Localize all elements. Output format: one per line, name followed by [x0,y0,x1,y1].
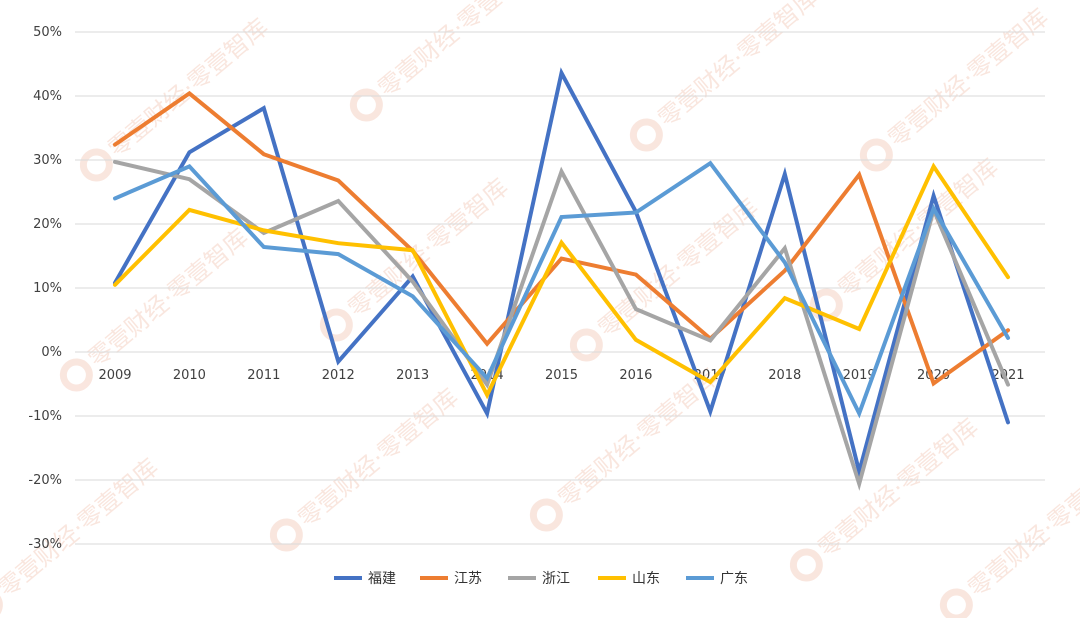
watermark-text: 零壹财经·零壹智库 [653,0,824,133]
legend-label: 浙江 [542,571,570,587]
legend-label: 广东 [720,571,748,587]
logo-mark-icon [569,328,603,362]
watermark-text: 零壹财经·零壹智库 [373,0,544,103]
watermark: 零壹财经·零壹智库 [59,223,254,392]
y-tick-label: 10% [33,281,62,296]
watermark: 零壹财经·零壹智库 [79,13,274,182]
watermark: 零壹财经·零壹智库 [269,383,464,552]
watermark: 零壹财经·零壹智库 [629,0,824,152]
watermark-text: 零壹财经·零壹智库 [293,383,464,533]
watermark: 零壹财经·零壹智库 [349,0,544,122]
series-line [113,162,1010,400]
x-tick-label: 2009 [98,368,131,383]
logo-mark-icon [629,118,663,152]
watermark-text: 零壹财经·零壹智库 [963,453,1080,603]
logo-mark-icon [269,518,303,552]
legend-label: 福建 [368,571,396,587]
x-tick-label: 2011 [247,368,280,383]
logo-mark-icon [59,358,93,392]
x-tick-label: 2015 [545,368,578,383]
y-tick-label: 40% [33,89,62,104]
series-line [113,90,1010,387]
x-tick-label: 2012 [322,368,355,383]
y-tick-label: 20% [33,217,62,232]
watermark-text: 零壹财经·零壹智库 [813,413,984,563]
x-tick-label: 2016 [619,368,652,383]
watermark-text: 零壹财经·零壹智库 [553,363,724,513]
legend: 福建 江苏 浙江 山东 广东 [334,571,748,587]
x-tick-label: 2021 [991,368,1024,383]
watermark-text: 零壹财经·零壹智库 [83,223,254,373]
y-axis-tick-labels: -30% -20% -10% 0% 10% 20% 30% 40% 50% [28,25,62,552]
logo-mark-icon [529,498,563,532]
x-tick-label: 2018 [768,368,801,383]
logo-mark-icon [319,308,353,342]
legend-label: 山东 [632,571,660,587]
series-lines [113,67,1010,491]
x-tick-label: 2019 [843,368,876,383]
logo-mark-icon [789,548,823,582]
y-tick-label: 0% [41,345,62,360]
series-line [113,160,1010,419]
logo-mark-icon [79,148,113,182]
legend-label: 江苏 [454,571,482,587]
y-tick-label: -20% [28,473,62,488]
logo-mark-icon [349,88,383,122]
x-tick-label: 2013 [396,368,429,383]
watermark: 零壹财经·零壹智库 [789,413,984,582]
watermark-text: 零壹财经·零壹智库 [0,453,164,603]
y-tick-label: -10% [28,409,62,424]
y-tick-label: 30% [33,153,62,168]
watermark: 零壹财经·零壹智库 [939,453,1080,618]
logo-mark-icon [939,588,973,618]
watermark-text: 零壹财经·零壹智库 [883,3,1054,153]
x-tick-label: 2010 [173,368,206,383]
logo-mark-icon [859,138,893,172]
series-line [113,67,1010,480]
watermark: 零壹财经·零壹智库 [0,453,164,618]
y-tick-label: 50% [33,25,62,40]
watermark: 零壹财经·零壹智库 [529,363,724,532]
series-line [113,159,1010,491]
watermark: 零壹财经·零壹智库 [859,3,1054,172]
y-tick-label: -30% [28,537,62,552]
